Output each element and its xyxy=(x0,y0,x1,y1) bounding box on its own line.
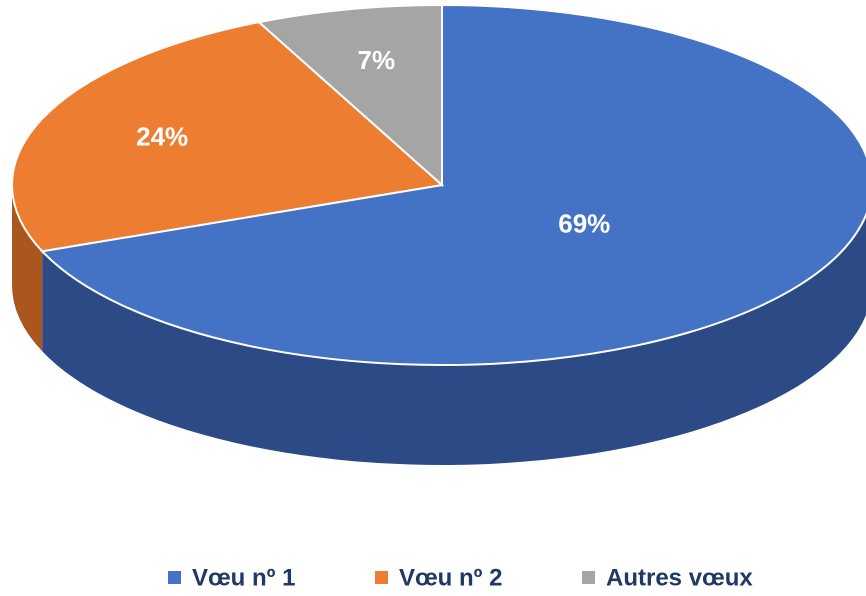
slice xyxy=(40,3,866,366)
legend-swatch xyxy=(375,571,388,584)
slice xyxy=(256,3,443,188)
legend-label: Vœu nº 2 xyxy=(399,564,502,591)
legend-swatch xyxy=(168,571,181,584)
data-label: 7% xyxy=(358,45,396,75)
legend-swatch xyxy=(582,571,595,584)
data-label: 69% xyxy=(558,208,610,238)
legend-label: Vœu nº 1 xyxy=(192,564,295,591)
data-label: 24% xyxy=(136,121,188,151)
slice-side xyxy=(11,185,43,352)
slice-side xyxy=(42,214,866,465)
legend-label: Autres vœux xyxy=(606,564,753,591)
slice xyxy=(11,21,445,253)
